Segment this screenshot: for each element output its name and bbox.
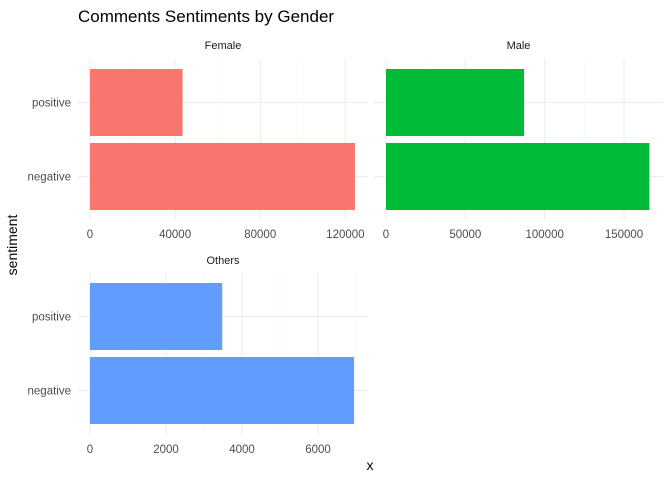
- x-tick-label: 80000: [244, 229, 276, 241]
- chart-title: Comments Sentiments by Gender: [78, 7, 334, 26]
- facet-label-female: Female: [205, 40, 242, 52]
- x-tick-label: 0: [87, 229, 93, 241]
- x-tick-label: 6000: [305, 444, 331, 456]
- x-tick-label: 40000: [159, 229, 191, 241]
- facet-label-male: Male: [507, 40, 531, 52]
- x-tick-label: 50000: [449, 229, 481, 241]
- x-tick-label: 2000: [153, 444, 179, 456]
- panel-male: Male 0 50000 100000 150000: [374, 40, 663, 241]
- bar-male-positive: [386, 69, 525, 136]
- x-tick-label: 120000: [326, 229, 364, 241]
- x-axis-title: x: [367, 457, 374, 473]
- x-tick-label: 100000: [525, 229, 563, 241]
- y-tick-label-negative: negative: [28, 172, 71, 184]
- panel-others: Others positive negative 0 2000 4000 6000: [28, 255, 368, 456]
- y-tick-label-positive: positive: [32, 312, 71, 324]
- bar-male-negative: [386, 143, 650, 210]
- x-tick-label: 150000: [605, 229, 643, 241]
- y-tick-label-negative: negative: [28, 386, 71, 398]
- x-tick-label: 4000: [229, 444, 255, 456]
- bar-others-positive: [90, 283, 223, 350]
- y-axis-title: sentiment: [4, 215, 20, 276]
- panel-female: Female positive negative 0 40000 80000 120000: [28, 40, 368, 241]
- x-tick-label: 0: [87, 444, 93, 456]
- facet-label-others: Others: [206, 255, 240, 267]
- bar-female-positive: [90, 69, 183, 136]
- bar-female-negative: [90, 143, 355, 210]
- y-tick-label-positive: positive: [32, 98, 71, 110]
- bar-others-negative: [90, 357, 355, 424]
- x-tick-label: 0: [383, 229, 389, 241]
